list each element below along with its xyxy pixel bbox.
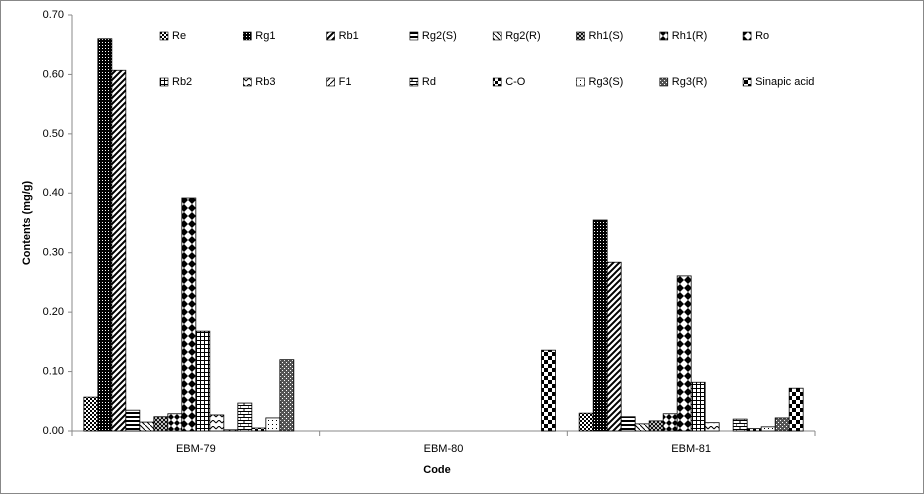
legend-swatch (409, 77, 419, 87)
bar (167, 413, 183, 432)
bar (83, 396, 99, 432)
y-tick-label: 0.00 (43, 425, 64, 437)
x-tick-label: EBM-79 (176, 443, 216, 455)
legend-label: Rg3(S) (589, 76, 624, 88)
bar (223, 429, 239, 432)
bar (788, 387, 804, 432)
legend-label: Rg2(S) (422, 30, 457, 42)
bar (97, 38, 113, 432)
bar (704, 422, 720, 432)
legend-swatch (492, 77, 502, 87)
bar (541, 349, 556, 432)
legend-swatch (659, 31, 669, 41)
bar (153, 416, 169, 432)
bar (181, 197, 197, 432)
legend-swatch (243, 77, 252, 87)
legend-label: Rh1(R) (672, 30, 707, 42)
bar (732, 418, 748, 432)
legend-swatch (409, 31, 419, 41)
legend-label: C-O (505, 76, 526, 88)
legend-label: Ro (755, 30, 769, 42)
y-tick-label: 0.70 (43, 9, 64, 21)
y-tick-label: 0.30 (43, 247, 64, 259)
legend-label: Sinapic acid (755, 76, 814, 88)
bar (237, 402, 253, 432)
legend-label: Rg2(R) (505, 30, 540, 42)
legend-swatch (159, 77, 169, 87)
bar (578, 412, 594, 432)
bar (111, 69, 127, 432)
legend-label: Re (172, 30, 186, 42)
bar (195, 330, 211, 432)
bar (774, 417, 790, 432)
bar (648, 420, 664, 432)
legend-label: Rd (422, 76, 436, 88)
x-tick-label: EBM-81 (671, 443, 711, 455)
bar (760, 426, 776, 432)
legend-swatch (576, 77, 585, 87)
legend-swatch (576, 31, 585, 41)
legend-label: Rg3(R) (672, 76, 707, 88)
bar (209, 414, 225, 432)
bar (620, 416, 636, 432)
legend-swatch (659, 77, 669, 87)
y-tick-label: 0.10 (43, 365, 64, 377)
legend-label: Rh1(S) (589, 30, 624, 42)
bar (690, 381, 706, 432)
bar (662, 413, 678, 432)
legend-label: Rb2 (172, 76, 192, 88)
legend-swatch (742, 31, 752, 41)
legend-label: Rg1 (255, 30, 275, 42)
bar (251, 427, 267, 432)
legend-label: Rb3 (255, 76, 275, 88)
y-tick-label: 0.60 (43, 68, 64, 80)
y-tick-label: 0.20 (43, 306, 64, 318)
bar (746, 428, 762, 432)
bar (592, 219, 608, 432)
bar (139, 421, 155, 432)
legend-swatch (159, 31, 169, 41)
bar (265, 417, 281, 432)
legend-label: F1 (339, 76, 352, 88)
bar (125, 409, 141, 432)
bar (606, 261, 622, 432)
legend-label: Rb1 (339, 30, 359, 42)
legend-swatch (742, 77, 752, 87)
bar (676, 275, 692, 432)
legend-swatch (243, 31, 252, 41)
y-tick-label: 0.40 (43, 187, 64, 199)
bar (279, 359, 295, 432)
x-axis-title: Code (423, 464, 451, 476)
x-tick-label: EBM-80 (424, 443, 464, 455)
legend-swatch (326, 77, 335, 87)
y-axis-title: Contents (mg/g) (21, 181, 33, 266)
bar (634, 423, 650, 432)
legend-swatch (326, 31, 335, 41)
y-tick-label: 0.50 (43, 128, 64, 140)
legend-swatch (492, 31, 502, 41)
